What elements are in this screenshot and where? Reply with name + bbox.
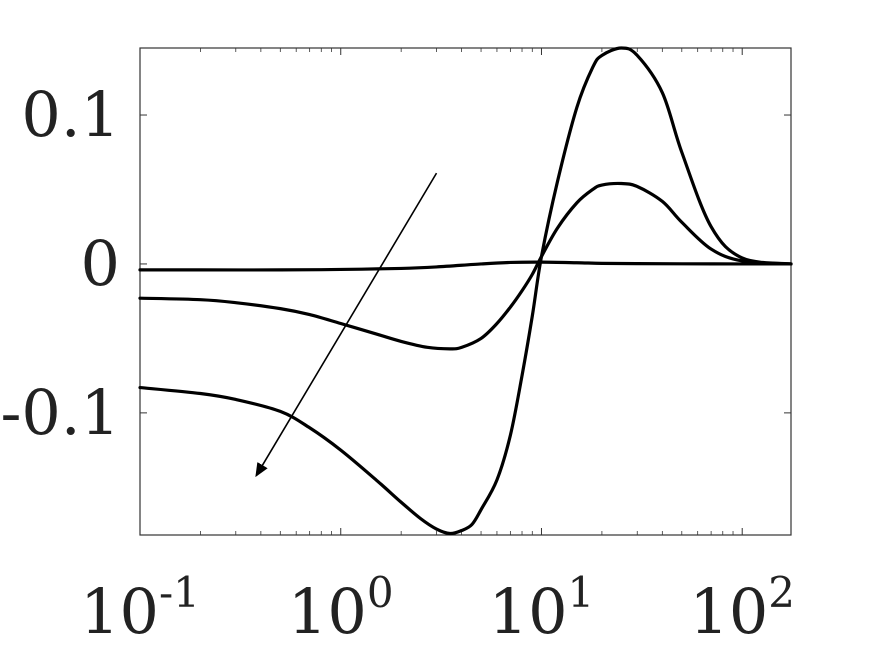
- y-tick-label: 0: [81, 227, 120, 300]
- series-line-3: [138, 46, 793, 536]
- x-tick-label: 100: [288, 568, 394, 648]
- plot-frame: [139, 47, 792, 536]
- series-line-2: [138, 181, 793, 351]
- y-tick-label: 0.1: [21, 78, 120, 151]
- y-tick-label: -0.1: [0, 376, 120, 449]
- series-line-1: [138, 260, 793, 272]
- x-tick-label: 10-1: [80, 568, 200, 648]
- x-tick-label: 102: [689, 568, 795, 648]
- x-tick-label: 101: [489, 568, 595, 648]
- trend-arrow: [255, 172, 438, 478]
